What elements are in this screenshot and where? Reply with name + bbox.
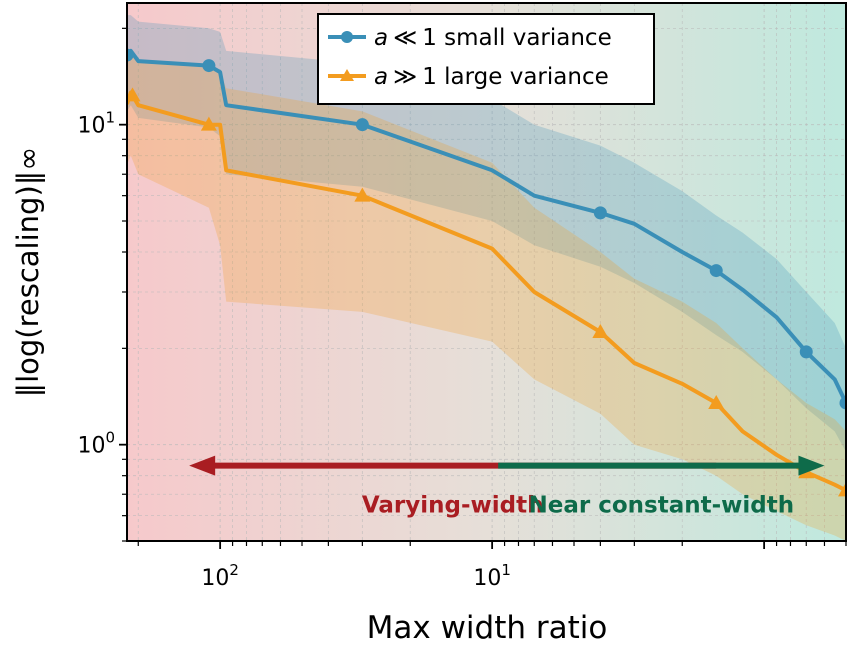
legend-op-large: ≫ [393, 64, 417, 90]
marker-small [710, 264, 723, 277]
x-tick-label: 102 [201, 561, 239, 591]
marker-small [356, 118, 369, 131]
legend-symbol-small: a [374, 25, 388, 51]
svg-text:a≫1 large variance: a≫1 large variance [374, 64, 609, 90]
marker-small [202, 59, 215, 72]
legend-marker-small [341, 31, 353, 43]
x-axis-label: Max width ratio [367, 610, 608, 646]
annotation-varying-width: Varying-width [362, 493, 544, 519]
legend-op-small: ≪ [393, 25, 417, 51]
annotation-near-constant: Near constant-width [529, 493, 795, 519]
x-tick-label: 101 [473, 561, 511, 591]
legend-symbol-large: a [374, 64, 388, 90]
legend-label-large: 1 large variance [422, 64, 609, 90]
legend: a≪1 small variance a≫1 large variance [318, 14, 654, 104]
legend-label-small: 1 small variance [422, 25, 612, 51]
marker-small [800, 345, 813, 358]
y-tick-label: 101 [77, 109, 115, 139]
svg-text:a≪1 small variance: a≪1 small variance [374, 25, 612, 51]
marker-small [594, 206, 607, 219]
y-tick-label: 100 [77, 429, 115, 459]
y-axis-label: ‖log(rescaling)‖∞ [11, 147, 45, 398]
